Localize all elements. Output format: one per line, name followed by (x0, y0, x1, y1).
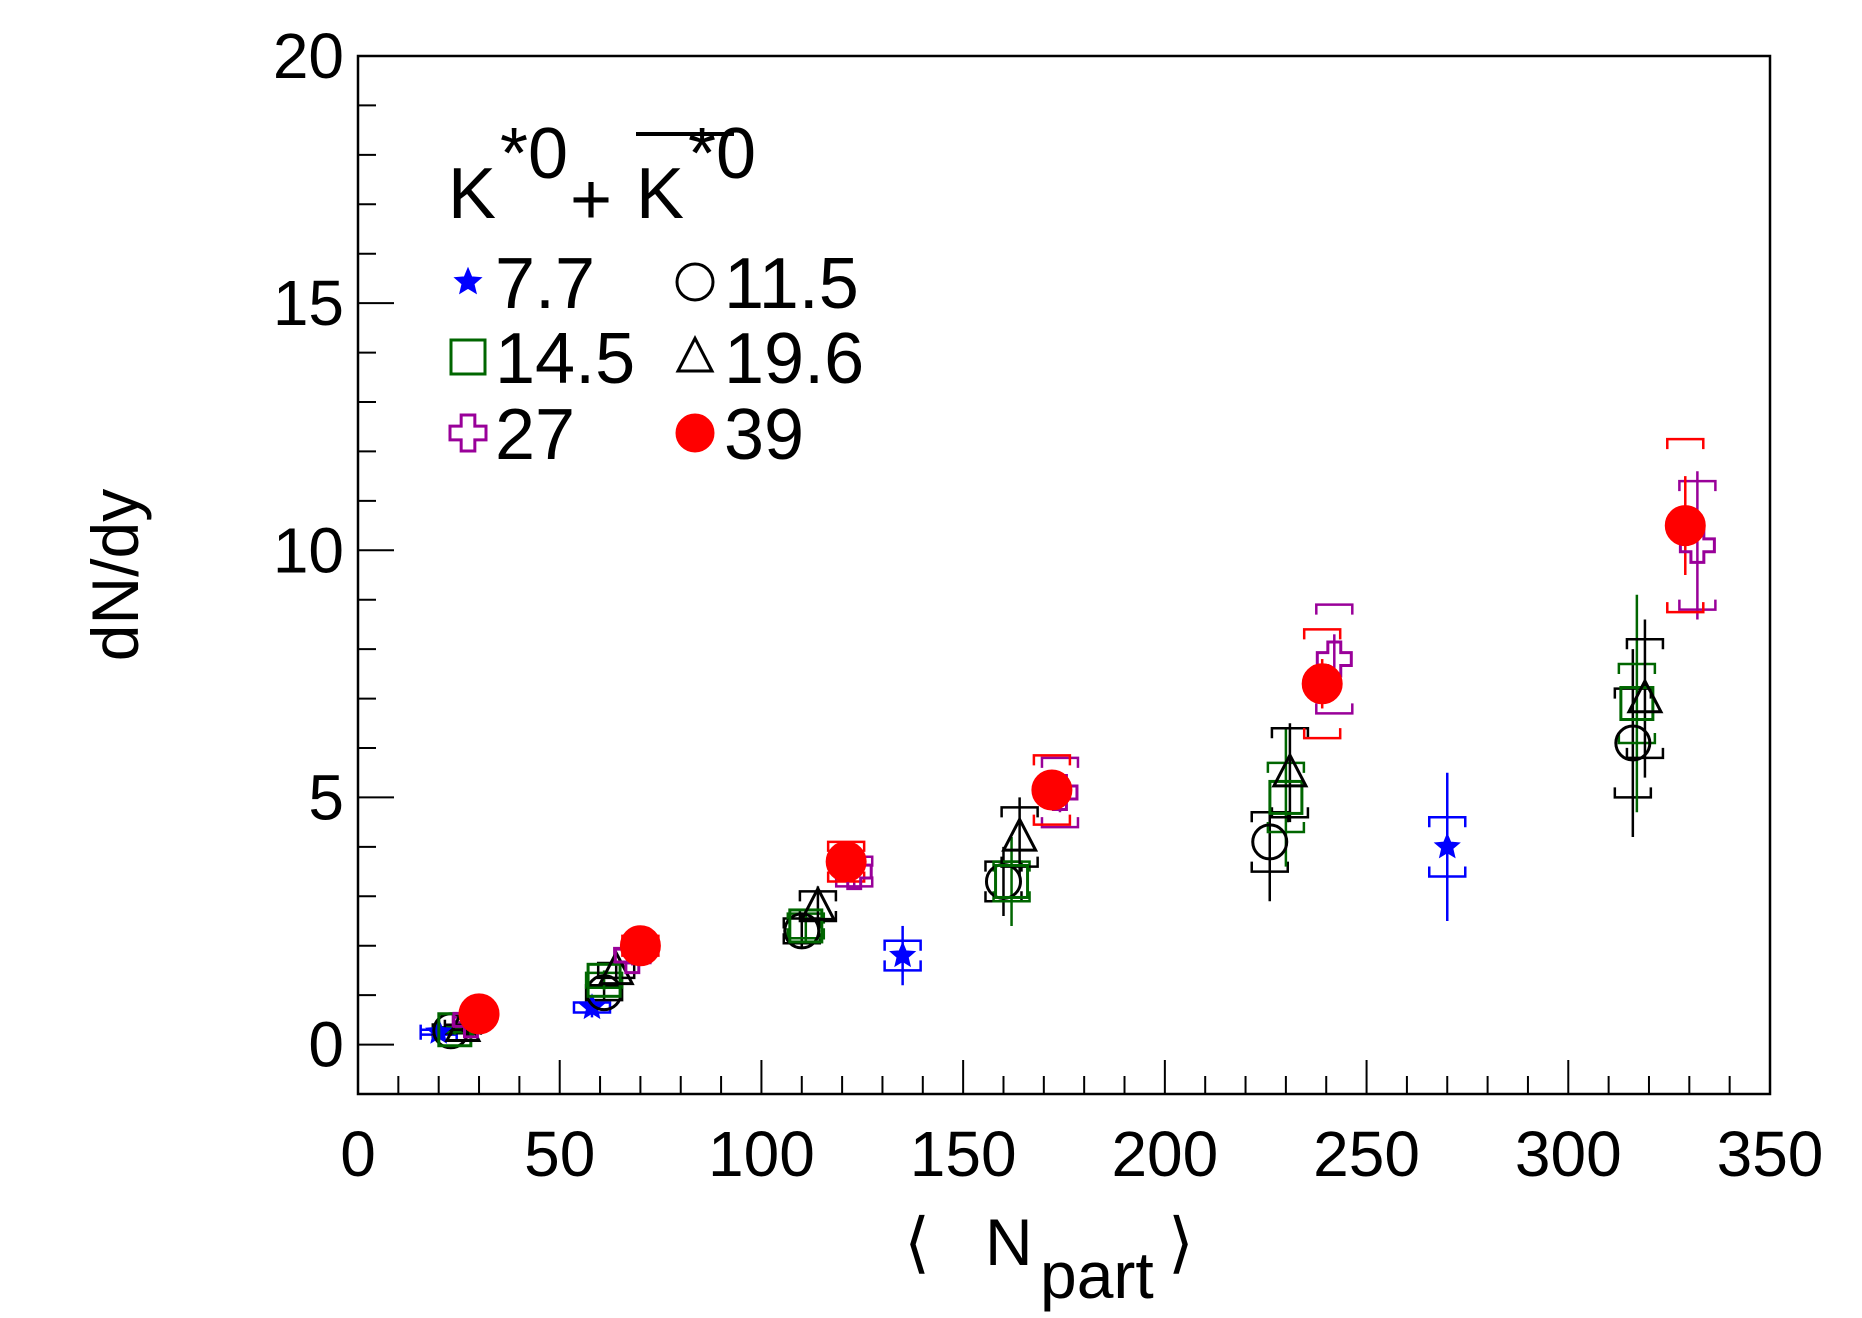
y-tick-label: 5 (308, 761, 344, 833)
x-tick-label: 100 (708, 1118, 815, 1190)
legend-entry: 27 (448, 395, 575, 475)
sys-error-bracket (1032, 754, 1072, 826)
sys-error-bracket (1617, 662, 1657, 745)
legend: K *0 + K *0 7.7 11.5 14.5 19.6 27 39 (448, 114, 864, 475)
data-point (799, 885, 837, 921)
plot-frame (356, 54, 1772, 1096)
legend-title-plus: + (570, 160, 612, 240)
y-tick-label: 0 (308, 1009, 344, 1081)
legend-entry: 14.5 (449, 319, 635, 399)
legend-marker (449, 338, 487, 376)
legend-marker (675, 262, 715, 302)
data-point (597, 949, 635, 986)
data-markers (425, 505, 1716, 1050)
y-tick-label: 15 (273, 267, 344, 339)
x-axis-title-base: N (985, 1205, 1033, 1279)
x-tick-label: 250 (1313, 1118, 1420, 1190)
y-tick-label: 10 (273, 514, 344, 586)
legend-title-kbar-sup: *0 (688, 114, 756, 194)
data-point (889, 941, 917, 968)
legend-marker (453, 266, 483, 295)
sys-error-bracket (1678, 479, 1717, 611)
y-axis-title: dN/dy (78, 489, 152, 661)
legend-label: 27 (495, 395, 575, 475)
data-point (1664, 505, 1706, 547)
data-point (783, 912, 821, 950)
data-point (1614, 724, 1652, 762)
tick-labels: 0 50 100 150 200 250 300 350 0 5 10 15 20 (273, 20, 1824, 1190)
data-point (619, 925, 661, 967)
x-axis-title: ⟨ N part ⟩ (904, 1205, 1194, 1312)
sys-error-bracket (1428, 815, 1467, 878)
data-point (586, 962, 622, 998)
sys-error-bracket (1666, 437, 1705, 614)
legend-title-k: K (448, 154, 496, 234)
x-tick-label: 200 (1111, 1118, 1218, 1190)
data-point (1433, 832, 1461, 859)
data-point (1001, 816, 1039, 852)
legend-entry: 39 (675, 395, 804, 475)
legend-marker (675, 335, 715, 373)
legend-entry: 11.5 (675, 244, 859, 324)
sys-error-bracket (883, 939, 922, 972)
legend-marker (448, 413, 488, 453)
x-axis-title-sub: part (1040, 1238, 1154, 1312)
data-point (1301, 663, 1343, 705)
data-point (825, 841, 867, 883)
x-tick-label: 50 (524, 1118, 595, 1190)
legend-title: K *0 + K *0 (448, 114, 756, 240)
legend-label: 7.7 (495, 244, 595, 324)
data-point (1619, 686, 1655, 722)
legend-entry: 19.6 (675, 319, 864, 399)
data-point (1031, 769, 1073, 811)
x-tick-label: 150 (910, 1118, 1017, 1190)
data-point (1626, 677, 1664, 714)
x-tick-label: 0 (340, 1118, 376, 1190)
legend-label: 19.6 (724, 319, 864, 399)
svg-text:⟨: ⟨ (904, 1205, 930, 1279)
x-tick-label: 350 (1717, 1118, 1824, 1190)
sys-error-bracket (1625, 638, 1665, 760)
legend-title-k-sup: *0 (500, 114, 568, 194)
y-tick-label: 20 (273, 20, 344, 92)
legend-title-kbar: K (636, 154, 684, 234)
sys-error-bracket (1315, 603, 1354, 715)
axis-ticks (357, 55, 1771, 1095)
legend-label: 14.5 (495, 319, 635, 399)
legend-marker (675, 413, 715, 453)
data-point (1251, 823, 1289, 861)
svg-text:⟩: ⟩ (1168, 1205, 1194, 1279)
legend-entry: 7.7 (453, 244, 595, 324)
data-point (1271, 751, 1309, 788)
sys-error-bracket (1040, 756, 1080, 829)
legend-label: 11.5 (724, 244, 859, 324)
data-point (458, 993, 500, 1035)
legend-label: 39 (724, 395, 804, 475)
data-point (1268, 779, 1304, 815)
data-point (994, 863, 1030, 899)
x-tick-label: 300 (1515, 1118, 1622, 1190)
sys-error-bracket (1302, 628, 1342, 740)
